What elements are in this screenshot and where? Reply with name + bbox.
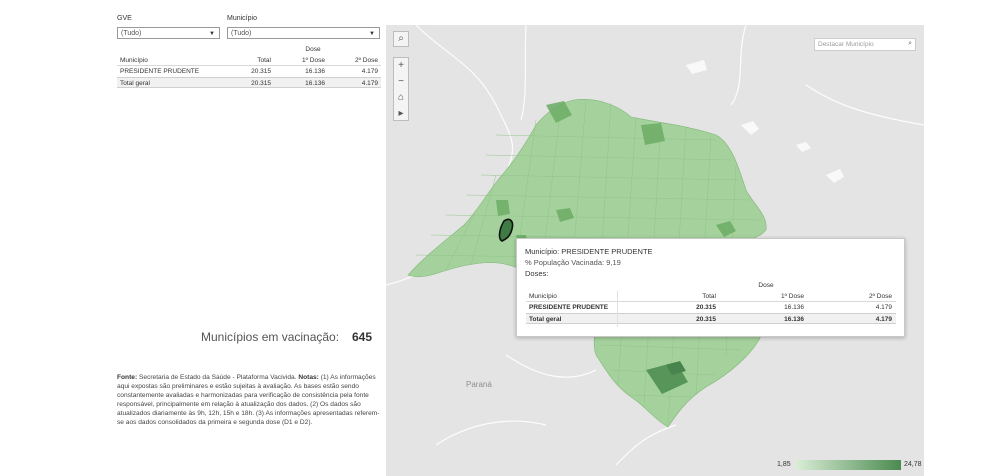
gve-filter-label: GVE — [117, 15, 132, 22]
tooltip-cell-total-label: Total geral — [529, 316, 562, 323]
tooltip-col-municipio: Município — [529, 293, 557, 300]
tooltip-col-dose2: 2º Dose — [869, 293, 892, 300]
notas-text: (1) As informações aqui expostas são pre… — [117, 374, 380, 426]
legend-max: 24,78 — [904, 461, 922, 468]
play-icon[interactable]: ▸ — [398, 108, 404, 119]
color-legend: 1,85 24,78 — [777, 459, 925, 471]
search-icon: ⌕ — [398, 33, 404, 44]
table-total-row: Total geral 20.315 16.136 4.179 — [117, 77, 381, 88]
map-zoom-controls: + − ⌂ ▸ — [393, 57, 409, 121]
highlight-municipio-search[interactable]: Destacar Município ⌕ — [814, 38, 916, 51]
tooltip-col-total: Total — [702, 293, 716, 300]
cell-municipio: PRESIDENTE PRUDENTE — [120, 68, 200, 75]
dose-group-header: Dose — [305, 46, 321, 53]
municipio-select[interactable]: (Tudo) ▼ — [227, 27, 380, 39]
zoom-in-icon[interactable]: + — [398, 60, 404, 71]
col-municipio: Município — [120, 57, 148, 64]
cell-total-dose1: 16.136 — [305, 80, 325, 87]
cell-dose2: 4.179 — [361, 68, 378, 75]
col-total: Total — [257, 57, 271, 64]
tooltip-cell-municipio: PRESIDENTE PRUDENTE — [529, 304, 609, 311]
table-row[interactable]: PRESIDENTE PRUDENTE 20.315 16.136 4.179 — [117, 66, 381, 77]
chevron-down-icon: ▼ — [209, 31, 215, 37]
tooltip-doses-label: Doses: — [525, 269, 549, 278]
tooltip-municipio-value: PRESIDENTE PRUDENTE — [561, 247, 653, 256]
tooltip-cell-total-dose2: 4.179 — [875, 316, 892, 323]
fonte-label: Fonte: — [117, 374, 138, 381]
zoom-out-icon[interactable]: − — [398, 76, 404, 87]
tooltip-cell-total-dose1: 16.136 — [784, 316, 804, 323]
cell-total-dose2: 4.179 — [361, 80, 378, 87]
tooltip-populacao-value: 9,19 — [606, 258, 621, 267]
municipality-tooltip: Município: PRESIDENTE PRUDENTE % Populaç… — [516, 238, 905, 337]
chevron-down-icon: ▼ — [369, 31, 375, 37]
doses-table: Dose Município Total 1º Dose 2º Dose PRE… — [117, 44, 381, 88]
search-placeholder: Destacar Município — [818, 41, 874, 48]
col-dose1: 1º Dose — [302, 57, 325, 64]
parana-label: Paraná — [466, 380, 492, 389]
municipio-select-value: (Tudo) — [231, 30, 252, 37]
gve-select-value: (Tudo) — [121, 30, 142, 37]
tooltip-dose-group-header: Dose — [758, 282, 774, 289]
municipio-filter-label: Município — [227, 15, 257, 22]
cell-total: 20.315 — [251, 68, 271, 75]
tooltip-header-row: Município Total 1º Dose 2º Dose — [526, 291, 896, 302]
legend-min: 1,85 — [777, 461, 791, 468]
tooltip-divider — [617, 291, 618, 327]
tooltip-doses-table: Dose Município Total 1º Dose 2º Dose PRE… — [526, 280, 896, 324]
cell-total-label: Total geral — [120, 80, 150, 87]
tooltip-col-dose1: 1º Dose — [781, 293, 804, 300]
tooltip-cell-dose1: 16.136 — [784, 304, 804, 311]
table-header-row: Município Total 1º Dose 2º Dose — [117, 55, 381, 66]
tooltip-municipio-label: Município: — [525, 247, 560, 256]
source-notes: Fonte: Secretaria de Estado da Saúde - P… — [117, 373, 383, 427]
kpi-label: Municípios em vacinação: — [201, 330, 340, 344]
tooltip-populacao-label: % População Vacinada: — [525, 258, 605, 267]
tooltip-cell-total: 20.315 — [696, 304, 716, 311]
legend-gradient — [795, 460, 901, 470]
table-group-header-row: Dose — [117, 44, 381, 55]
selected-municipality — [498, 218, 514, 242]
kpi-value: 645 — [352, 330, 373, 344]
tooltip-table-row: PRESIDENTE PRUDENTE 20.315 16.136 4.179 — [526, 302, 896, 313]
map-search-button[interactable]: ⌕ — [393, 31, 409, 47]
fonte-text: Secretaria de Estado da Saúde - Platafor… — [139, 374, 297, 381]
tooltip-cell-dose2: 4.179 — [875, 304, 892, 311]
tooltip-cell-total-total: 20.315 — [696, 316, 716, 323]
tooltip-group-header-row: Dose — [526, 280, 896, 291]
col-dose2: 2º Dose — [355, 57, 378, 64]
tooltip-populacao: % População Vacinada: 9,19 — [525, 258, 621, 267]
home-icon[interactable]: ⌂ — [397, 92, 405, 103]
tooltip-total-row: Total geral 20.315 16.136 4.179 — [526, 313, 896, 324]
tooltip-municipio: Município: PRESIDENTE PRUDENTE — [525, 247, 653, 256]
gve-select[interactable]: (Tudo) ▼ — [117, 27, 220, 39]
search-icon: ⌕ — [908, 40, 912, 47]
notas-label: Notas: — [298, 374, 319, 381]
cell-dose1: 16.136 — [305, 68, 325, 75]
cell-total-total: 20.315 — [251, 80, 271, 87]
